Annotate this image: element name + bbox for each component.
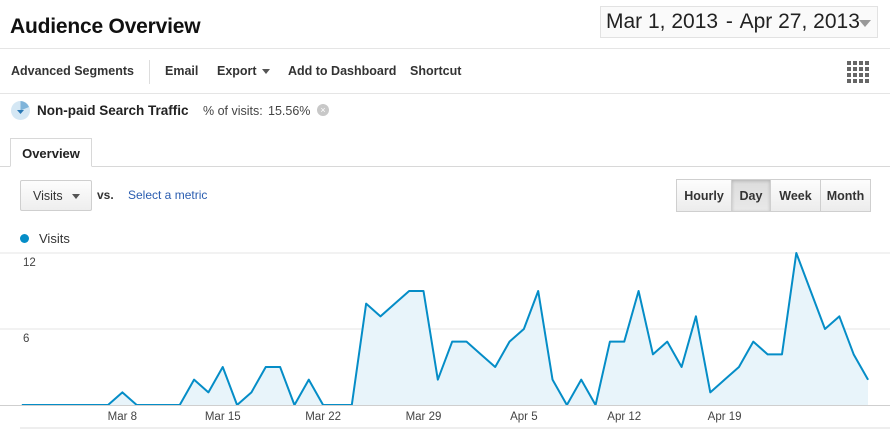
segment-name: Non-paid Search Traffic: [37, 103, 189, 118]
segment-stat-label: % of visits:: [203, 104, 263, 118]
close-icon[interactable]: ×: [317, 104, 329, 116]
email-button[interactable]: Email: [165, 64, 199, 78]
data-point: [308, 379, 310, 381]
data-point: [623, 341, 625, 343]
shortcut-button[interactable]: Shortcut: [410, 64, 462, 78]
data-point: [279, 366, 281, 368]
add-to-dashboard-button[interactable]: Add to Dashboard: [288, 64, 397, 78]
data-point: [480, 353, 482, 355]
chevron-down-icon: [72, 194, 80, 199]
data-point: [408, 290, 410, 292]
data-point: [824, 328, 826, 330]
metric-select[interactable]: Visits: [20, 180, 92, 211]
data-point: [365, 303, 367, 305]
data-point: [795, 252, 797, 254]
data-point: [193, 379, 195, 381]
data-point: [666, 341, 668, 343]
data-point: [207, 391, 209, 393]
visits-area: [22, 253, 868, 405]
vs-label: vs.: [97, 188, 114, 202]
y-tick-label: 6: [23, 333, 29, 345]
data-point: [695, 315, 697, 317]
data-point: [652, 353, 654, 355]
tab-bar-line: [0, 166, 890, 167]
data-point: [580, 379, 582, 381]
segment-pie-icon[interactable]: [10, 100, 31, 121]
visits-chart: 12 6 Mar 8 Mar 15 Mar 22 Mar 29 Apr 5 Apr 12 Apr…: [0, 248, 890, 432]
data-point: [810, 290, 812, 292]
chevron-down-icon: [261, 69, 270, 75]
granularity-week-button[interactable]: Week: [770, 179, 821, 212]
data-point: [738, 366, 740, 368]
data-point: [681, 366, 683, 368]
x-tick-label: Mar 29: [406, 411, 442, 423]
data-point: [121, 391, 123, 393]
data-point: [222, 366, 224, 368]
header: Audience Overview Mar 1, 2013 - Apr 27, …: [0, 0, 890, 48]
x-tick-label: Apr 5: [510, 411, 538, 423]
granularity-day-button[interactable]: Day: [731, 179, 771, 212]
x-tick-label: Mar 8: [108, 411, 137, 423]
data-point: [552, 379, 554, 381]
data-point: [509, 341, 511, 343]
visits-chart-svg: 12 6 Mar 8 Mar 15 Mar 22 Mar 29 Apr 5 Apr 12 Apr…: [0, 252, 890, 429]
page-title: Audience Overview: [10, 15, 201, 38]
export-button[interactable]: Export: [217, 64, 270, 78]
data-point: [265, 366, 267, 368]
data-point: [466, 341, 468, 343]
data-point: [724, 379, 726, 381]
select-metric-link[interactable]: Select a metric: [128, 188, 208, 202]
data-point: [537, 290, 539, 292]
date-range-picker[interactable]: Mar 1, 2013 - Apr 27, 2013: [600, 6, 878, 38]
data-point: [422, 290, 424, 292]
x-tick-label: Apr 19: [708, 411, 742, 423]
segment-stat-value: 15.56%: [268, 104, 311, 118]
data-point: [867, 379, 869, 381]
data-point: [838, 315, 840, 317]
legend-swatch: [20, 234, 29, 243]
data-point: [379, 315, 381, 317]
legend-label: Visits: [39, 231, 70, 246]
tab-overview[interactable]: Overview: [10, 138, 92, 167]
data-point: [451, 341, 453, 343]
toolbar-divider: [149, 60, 150, 84]
x-tick-label: Mar 22: [305, 411, 341, 423]
x-tick-label: Mar 15: [205, 411, 241, 423]
granularity-hourly-button[interactable]: Hourly: [676, 179, 732, 212]
x-tick-label: Apr 12: [607, 411, 641, 423]
data-point: [494, 366, 496, 368]
data-point: [853, 353, 855, 355]
y-tick-label: 12: [23, 257, 36, 269]
metric-select-value: Visits: [33, 189, 63, 203]
date-end: Apr 27, 2013: [739, 10, 860, 33]
toolbar: Advanced Segments Email Export Add to Da…: [0, 48, 890, 94]
data-point: [638, 290, 640, 292]
data-point: [609, 341, 611, 343]
grid-view-icon[interactable]: [847, 61, 869, 83]
data-point: [523, 328, 525, 330]
date-separator: -: [725, 10, 733, 33]
chevron-down-icon[interactable]: [859, 20, 871, 27]
data-point: [394, 303, 396, 305]
granularity-month-button[interactable]: Month: [820, 179, 871, 212]
data-point: [752, 341, 754, 343]
data-point: [250, 391, 252, 393]
data-point: [781, 353, 783, 355]
data-point: [767, 353, 769, 355]
date-start: Mar 1, 2013: [606, 10, 719, 33]
export-label: Export: [217, 64, 257, 78]
data-point: [709, 391, 711, 393]
granularity-toggle: Hourly Day Week Month: [676, 179, 871, 212]
data-point: [437, 379, 439, 381]
advanced-segments-button[interactable]: Advanced Segments: [11, 64, 134, 78]
